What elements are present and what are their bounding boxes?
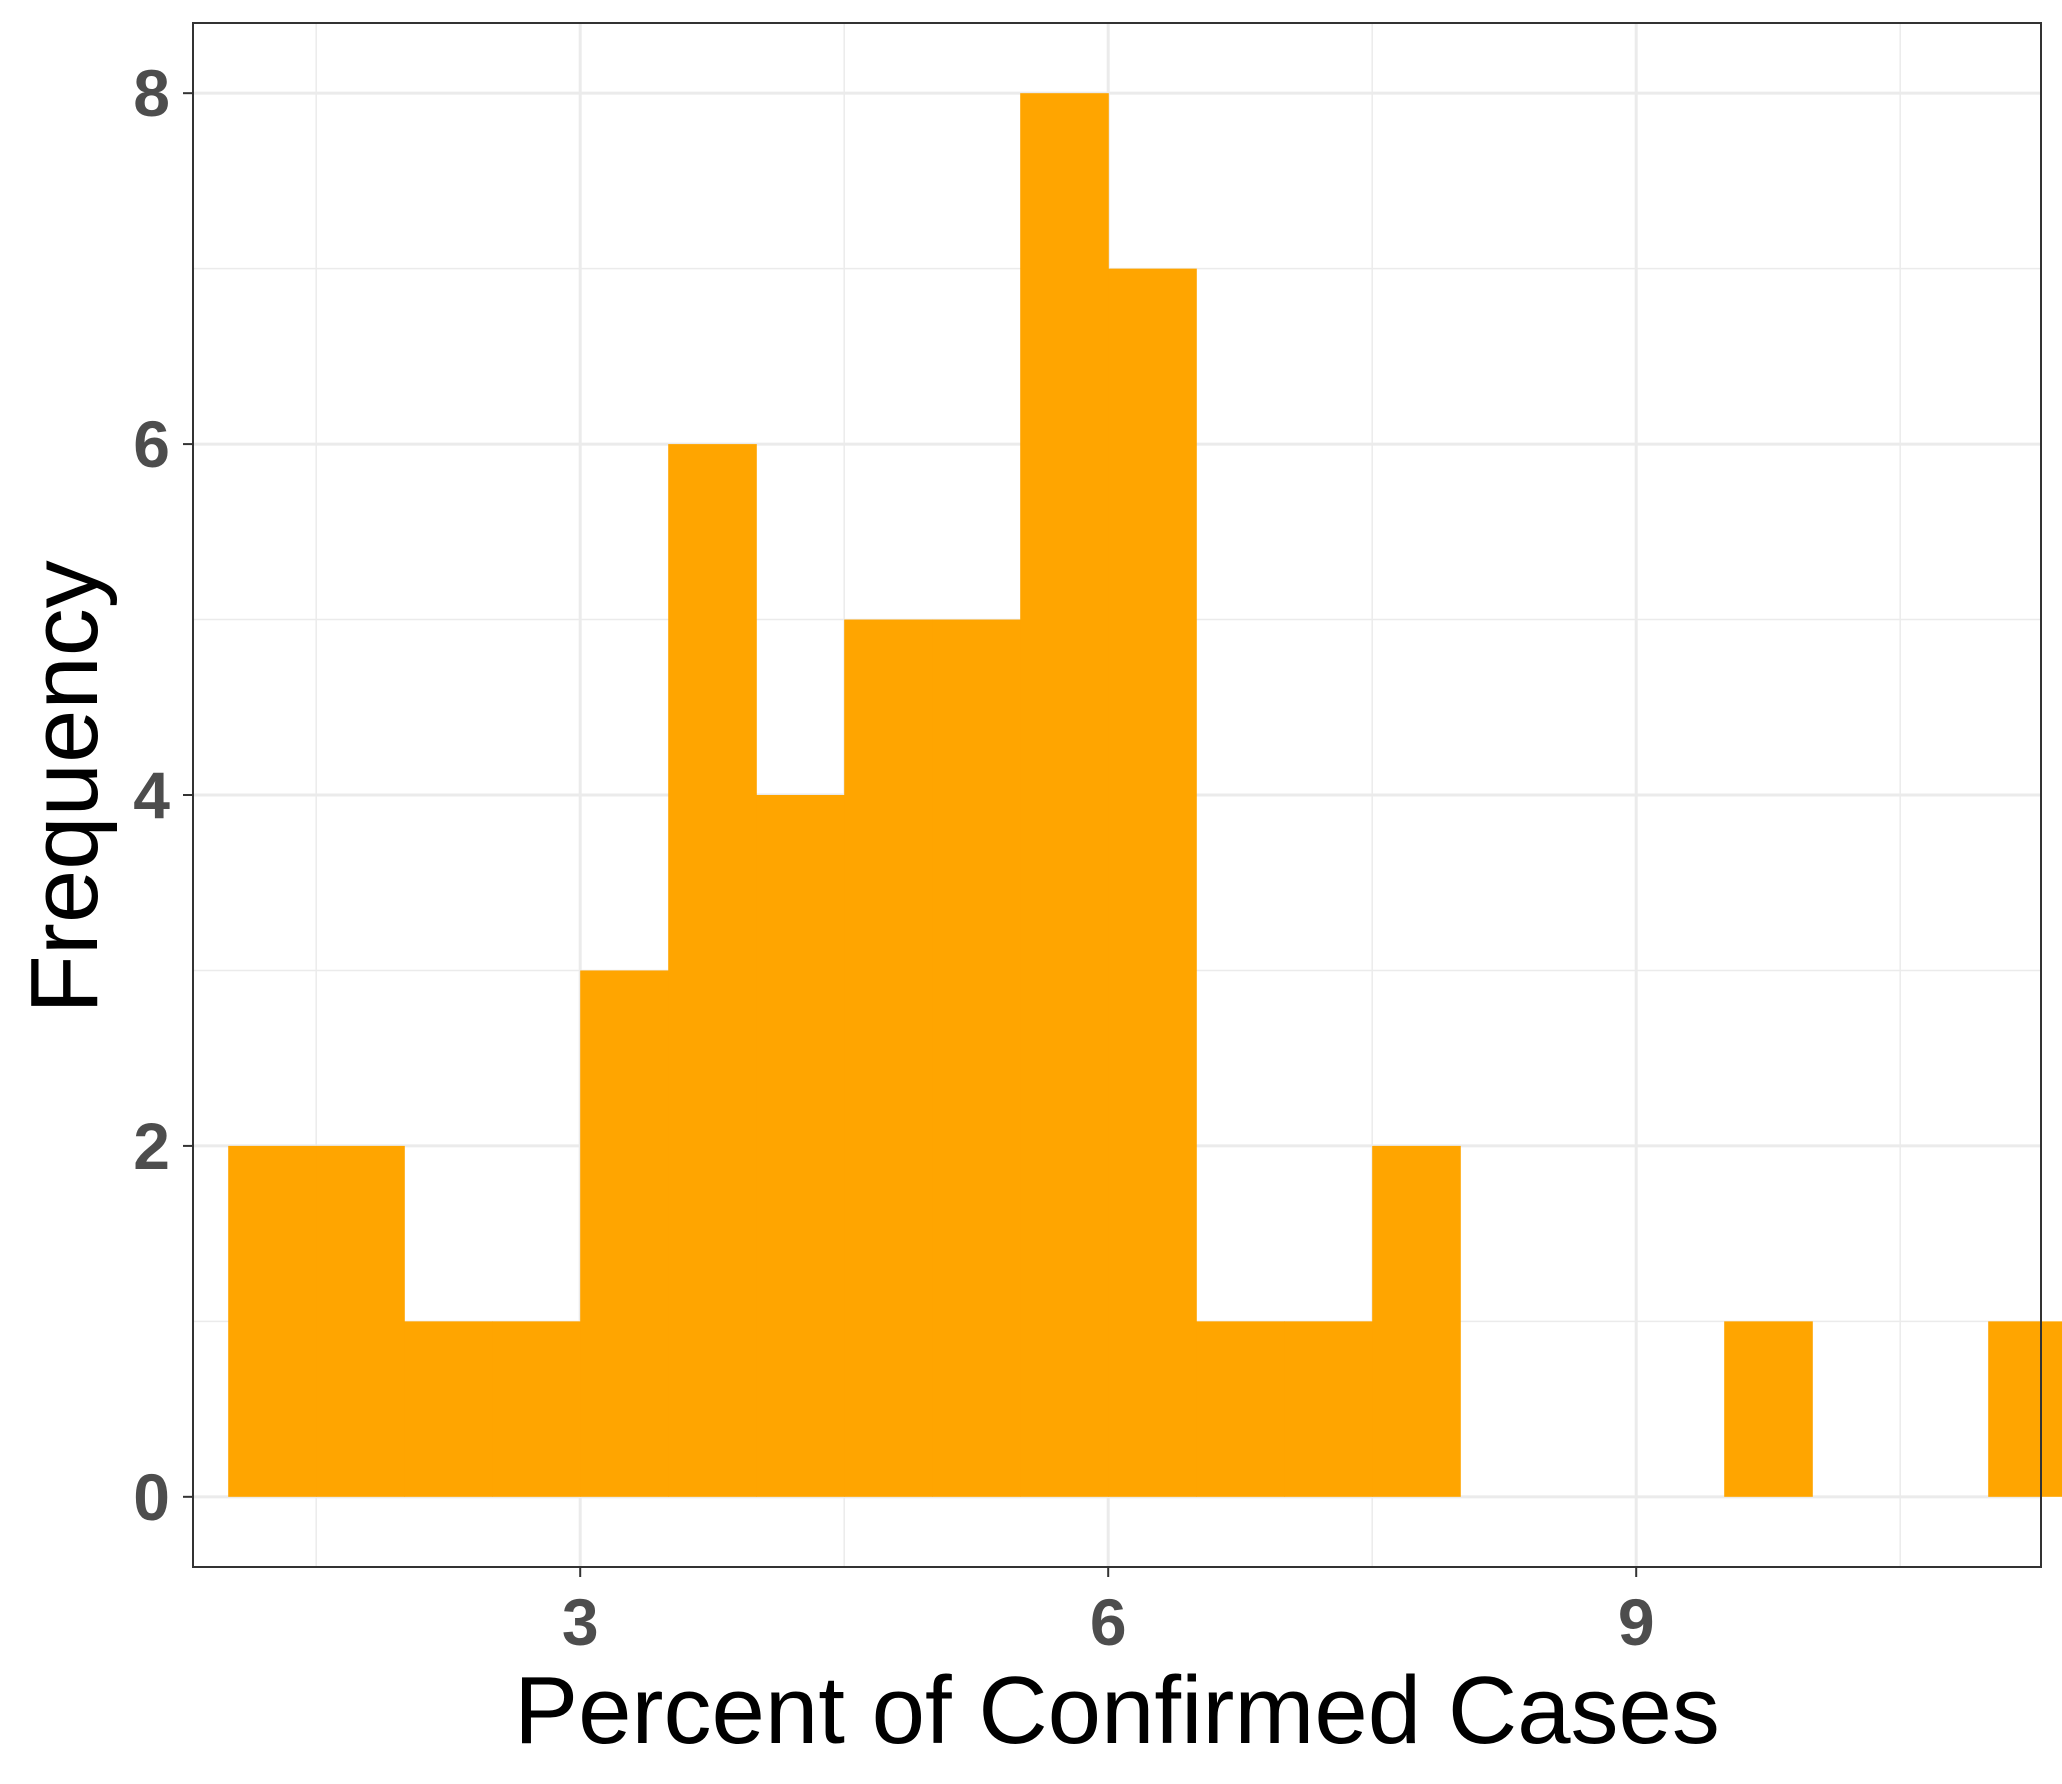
histogram-bar: [932, 619, 1021, 1497]
histogram-bar: [316, 1145, 405, 1497]
histogram-bar: [844, 619, 933, 1497]
histogram-bar: [404, 1321, 493, 1497]
histogram-bar: [1284, 1321, 1373, 1497]
histogram-bar: [1988, 1321, 2062, 1497]
y-axis-ticks: 0 2 4 6 8: [133, 56, 193, 1534]
histogram-bar: [580, 970, 669, 1497]
histogram-bar: [492, 1321, 581, 1497]
histogram-bar: [668, 444, 757, 1497]
x-axis-title: Percent of Confirmed Cases: [514, 1657, 1720, 1764]
y-tick-label: 6: [133, 407, 170, 481]
histogram-bars: [228, 93, 2062, 1497]
x-tick-label: 6: [1090, 1585, 1127, 1659]
histogram-bar: [228, 1145, 317, 1497]
histogram-bar: [1724, 1321, 1813, 1497]
x-axis-ticks: 3 6 9: [562, 1567, 1655, 1659]
histogram-bar: [1108, 268, 1197, 1497]
x-tick-label: 9: [1618, 1585, 1655, 1659]
y-tick-label: 0: [133, 1460, 170, 1534]
x-tick-label: 3: [562, 1585, 599, 1659]
histogram-bar: [756, 795, 845, 1497]
y-tick-label: 8: [133, 56, 170, 130]
y-tick-label: 4: [133, 758, 170, 832]
y-axis-title: Frequency: [11, 560, 118, 1014]
histogram-bar: [1372, 1145, 1461, 1497]
histogram-bar: [1020, 93, 1109, 1497]
y-tick-label: 2: [133, 1109, 170, 1183]
histogram-bar: [1196, 1321, 1285, 1497]
